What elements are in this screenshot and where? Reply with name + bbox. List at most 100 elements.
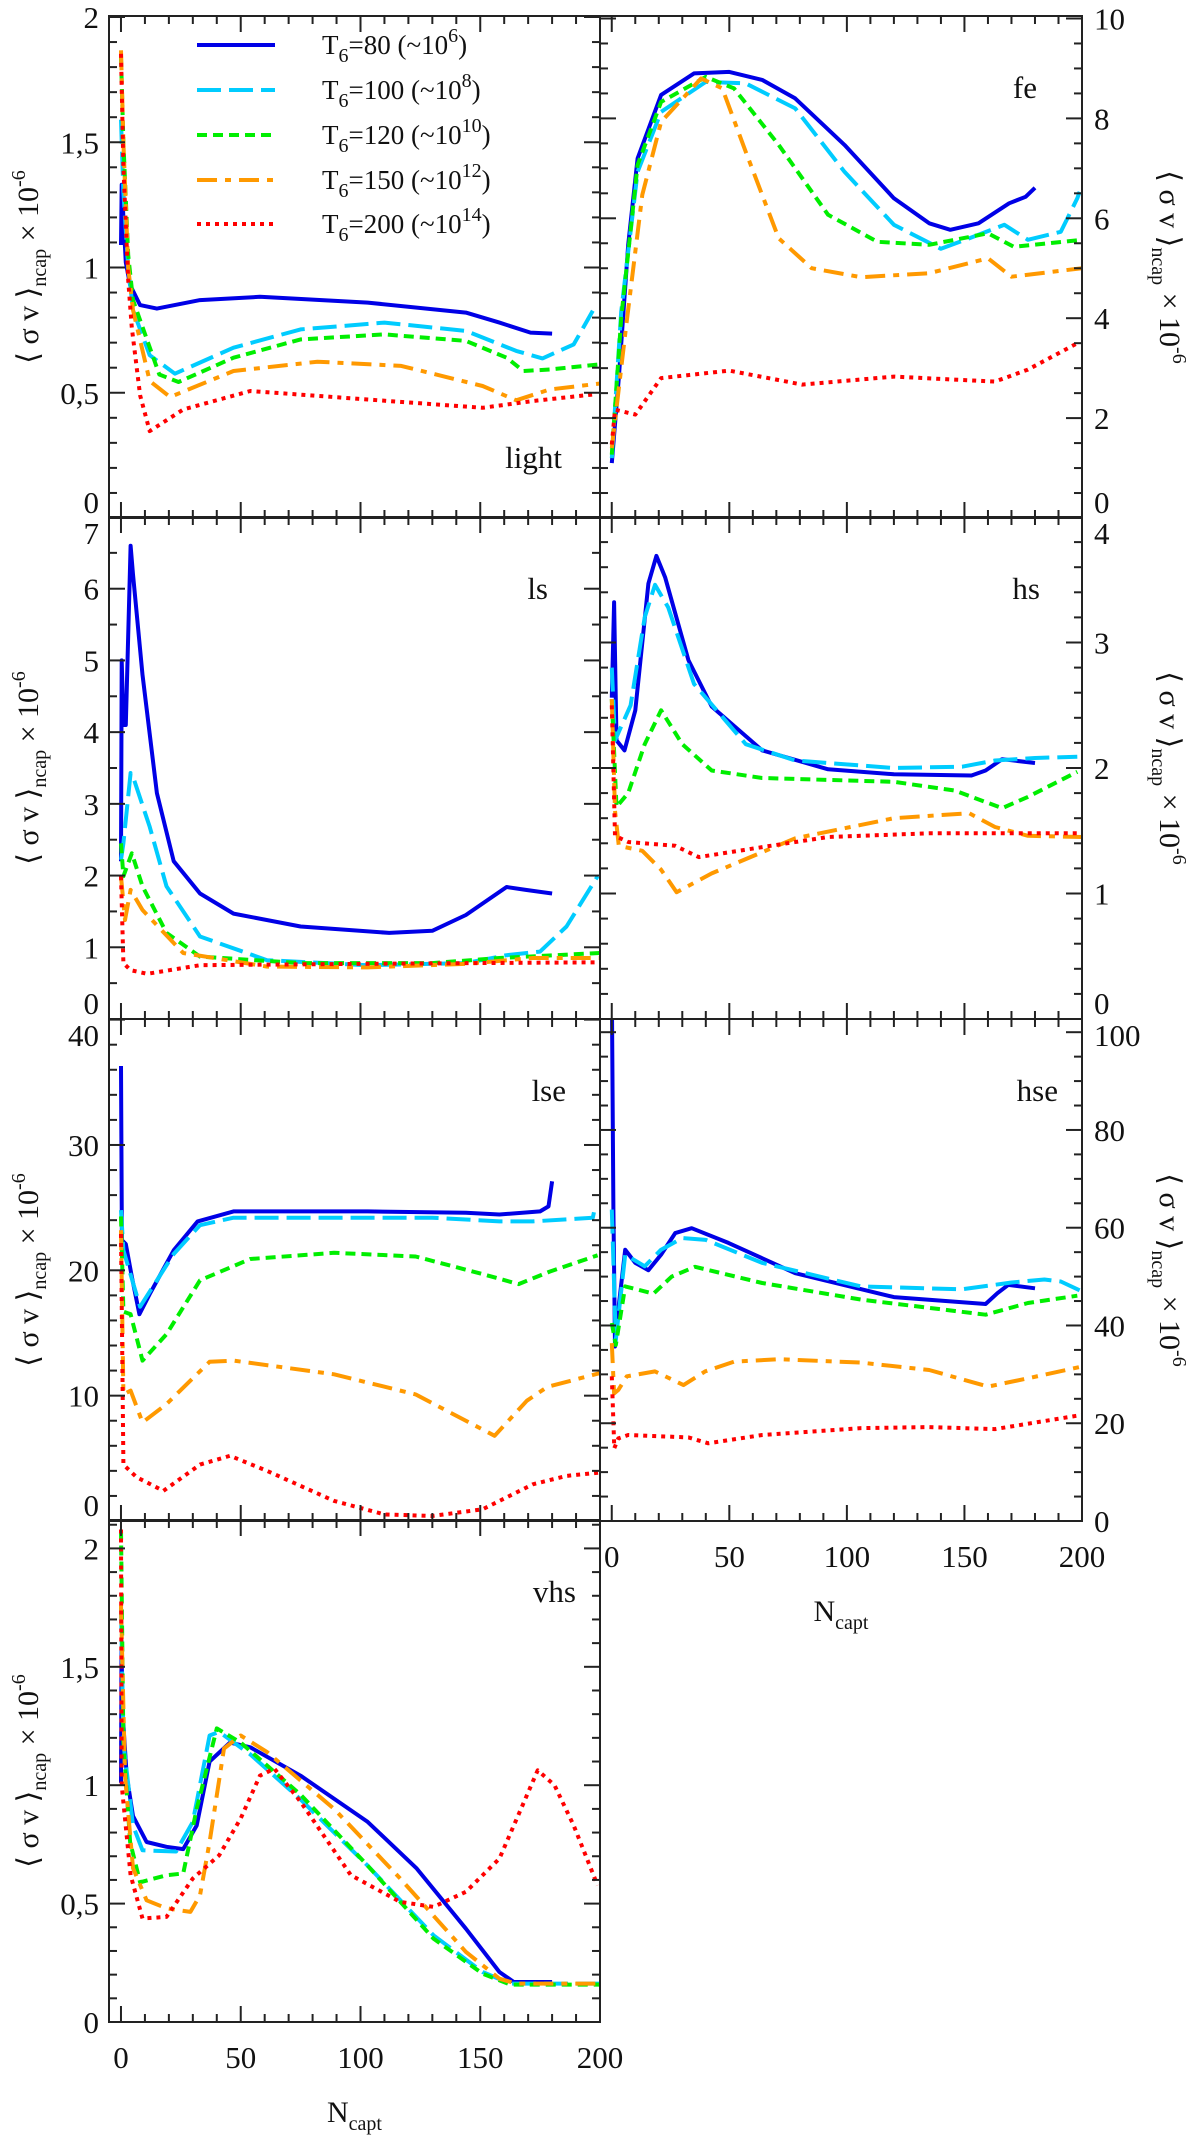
series-line-t6-80 [119,1065,555,1317]
plot-frame [599,1018,1083,1522]
y-tick-label: 5 [84,643,100,678]
panel-label: ls [527,571,548,606]
series-group [119,50,600,434]
series-line-t6-200 [119,1233,600,1518]
series-line-t6-200 [119,53,594,434]
panel-label: hse [1017,1073,1058,1108]
ylabel-main: ⟨ σ v ⟩ [12,1791,45,1868]
series-line-t6-100 [119,771,600,968]
y-axis-title: ⟨ σ v ⟩ncap × 10-6 [8,170,51,363]
y-tick-label: 8 [1094,101,1110,136]
series-group [609,553,1082,895]
y-tick-label: 4 [84,715,100,750]
y-tick-label: 20 [1094,1406,1125,1441]
ylabel-sub: ncap [29,1753,51,1791]
series-group [119,543,600,976]
ylabel-sub: ncap [29,1252,51,1290]
panel-label: fe [1013,70,1037,105]
panel-label: hs [1012,571,1040,606]
y-tick-label: 2 [1094,751,1110,786]
y-axis-title-text: ⟨ σ v ⟩ncap × 10-6 [1147,170,1190,363]
legend-sup: 8 [462,70,472,92]
legend: T6=80 (~106)T6=100 (~108)T6=120 (~1010)T… [197,25,491,246]
ylabel-sup: -6 [1168,848,1190,865]
y-tick-label: 2 [1094,401,1110,436]
series-group [119,1529,600,1987]
ylabel-main: ⟨ σ v ⟩ [1153,170,1186,247]
ylabel-sup: -6 [1168,347,1190,364]
xlabel-sub: capt [349,2113,383,2135]
legend-sub: 6 [339,45,349,67]
y-axis-title: ⟨ σ v ⟩ncap × 10-6 [1147,170,1190,363]
ylabel-main: ⟨ σ v ⟩ [12,788,45,865]
plot-frame [108,1519,601,2023]
panel-label: lse [532,1073,566,1108]
y-tick-label: 2 [84,0,100,35]
series-group [609,69,1082,464]
x-tick-label: 100 [824,1539,871,1574]
plot-frame [108,1018,601,1522]
ylabel-main: ⟨ σ v ⟩ [12,287,45,364]
legend-item: T6=100 (~108) [197,70,481,112]
series-line-t6-200 [119,1529,600,1921]
y-axis-title-text: ⟨ σ v ⟩ncap × 10-6 [1147,671,1190,864]
ylabel-sub: ncap [1147,247,1169,285]
legend-sup: 10 [462,115,482,137]
x-tick-label: 200 [577,2040,624,2075]
y-tick-label: 1,5 [60,1650,99,1685]
series-line-t6-200 [609,1376,1082,1451]
series-line-t6-100 [609,1209,1081,1343]
xlabel-sub: capt [835,1612,869,1634]
y-axis-title-text: ⟨ σ v ⟩ncap × 10-6 [8,1173,51,1366]
series-line-t6-120 [609,698,1079,811]
y-axis-title-text: ⟨ σ v ⟩ncap × 10-6 [8,1674,51,1867]
y-tick-label: 0 [1094,485,1110,520]
legend-item: T6=200 (~1014) [197,204,491,246]
legend-label: T6=200 (~1014) [322,204,491,246]
legend-sup: 14 [462,204,482,226]
series-line-t6-200 [609,705,1082,860]
legend-item: T6=150 (~1012) [197,160,491,202]
ylabel-mid: × 10 [12,1190,45,1252]
xlabel-main: N [814,1595,836,1628]
y-tick-label: 0 [1094,1504,1110,1539]
y-axis-title-text: ⟨ σ v ⟩ncap × 10-6 [8,671,51,864]
legend-base: T [322,30,339,60]
legend-sub: 6 [339,180,349,202]
y-tick-label: 1 [84,930,100,965]
xlabel-main: N [327,2096,349,2129]
y-axis-title: ⟨ σ v ⟩ncap × 10-6 [8,1674,51,1867]
series-line-t6-200 [609,341,1079,445]
y-tick-label: 0 [1094,986,1110,1021]
x-tick-label: 200 [1059,1539,1106,1574]
series-line-t6-80 [119,543,553,935]
y-tick-label: 40 [68,1018,99,1053]
ylabel-mid: × 10 [12,688,45,750]
legend-end: ) [482,209,491,239]
ylabel-sub: ncap [1147,748,1169,786]
y-tick-label: 0 [84,1488,100,1523]
y-tick-label: 10 [1094,1,1125,36]
series-line-t6-150 [609,76,1082,449]
panel-ls: 0 1 2 3 4 5 6 7 ⟨ σ v ⟩ncap × 10-6 ls [8,516,601,1021]
legend-end: ) [472,75,481,105]
panel-label: light [505,440,562,475]
y-tick-label: 40 [1094,1308,1125,1343]
legend-mid: =200 (~10 [349,209,462,239]
y-tick-label: 7 [84,516,100,551]
series-line-t6-120 [119,1529,600,1987]
y-axis-title: ⟨ σ v ⟩ncap × 10-6 [8,1173,51,1366]
series-line-t6-100 [119,119,595,376]
y-tick-label: 1 [1094,877,1110,912]
x-tick-label: 50 [714,1539,745,1574]
series-line-t6-80 [609,69,1037,464]
legend-end: ) [482,120,491,150]
y-tick-label: 6 [84,572,100,607]
panel-lse: 0 10 20 30 40 ⟨ σ v ⟩ncap × 10-6 lse [8,1018,601,1523]
y-axis-title: ⟨ σ v ⟩ncap × 10-6 [1147,671,1190,864]
series-group [609,1019,1082,1451]
legend-base: T [322,120,339,150]
y-axis-title-text: ⟨ σ v ⟩ncap × 10-6 [8,170,51,363]
y-tick-label: 0 [84,485,100,520]
